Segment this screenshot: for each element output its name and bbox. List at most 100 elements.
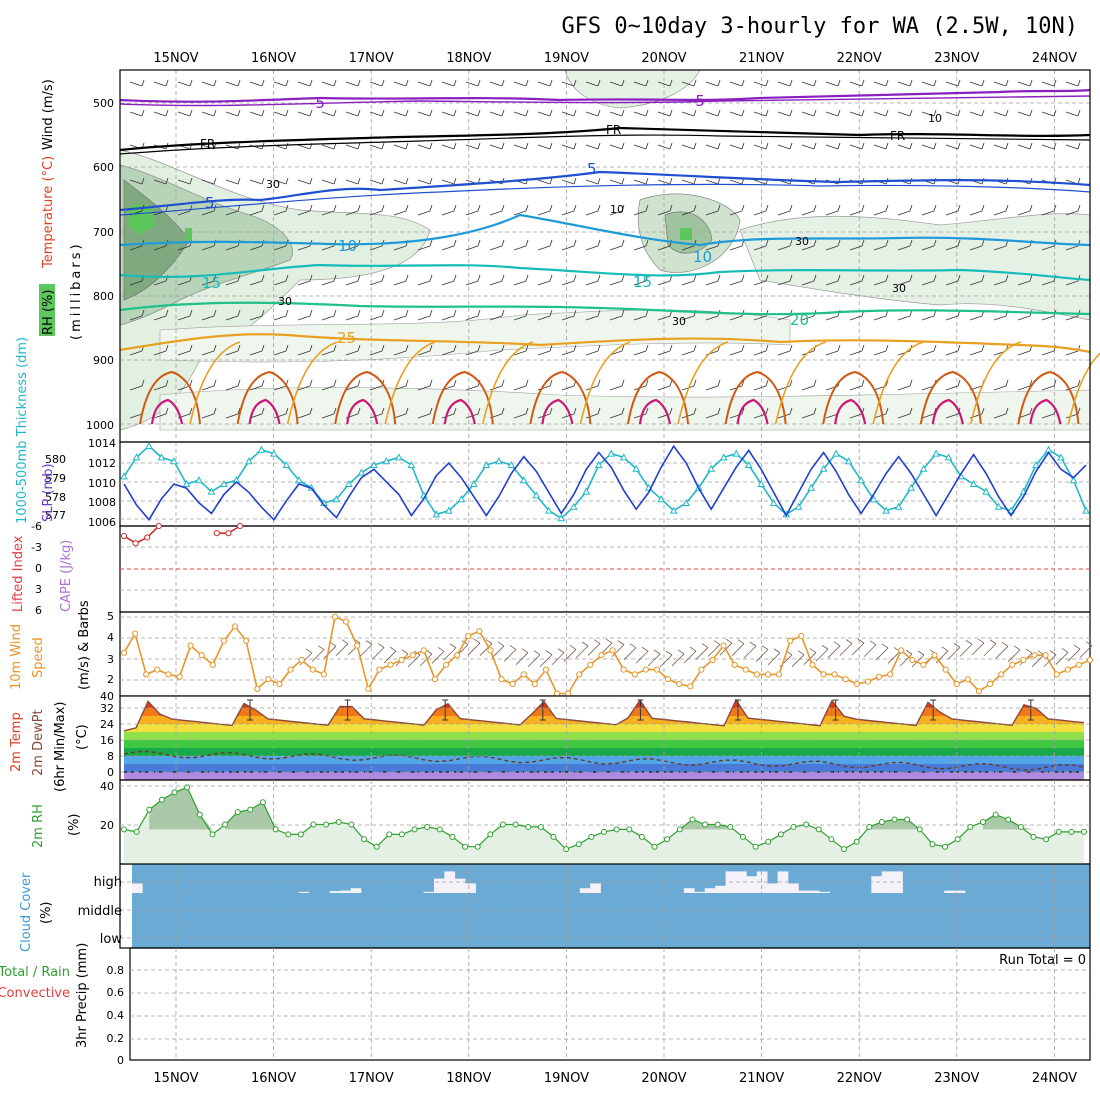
cloud-bar [777,871,789,893]
wind-barb-feather [789,109,793,117]
wind-barb-feather [861,379,865,387]
cloud-level-middle: middle [78,904,122,919]
wind-barb-feather [165,344,169,352]
label-15-b: 15 [633,273,652,291]
rh2m-hump [149,787,213,830]
thickness-point [857,476,865,484]
rh-label-30-d: 30 [672,315,686,328]
wind-barb [273,245,287,251]
slp-tick-1014: 1014 [88,437,116,450]
wind-barb [825,210,839,216]
wind-barb [1017,245,1031,251]
rh2m-point [929,841,936,848]
thickness-point [719,453,728,461]
wind-barb-feather [933,142,937,150]
wind-barb-feather [981,239,985,247]
wind-barb-feather [621,142,625,150]
li-tick-6: 6 [35,604,42,617]
wind-barb [1017,81,1031,87]
wind-barb [417,81,431,87]
wind-barb [273,413,287,419]
wind10m-barb-feather [509,645,517,650]
wind10m-barb-feather [473,638,481,644]
wind-barb [513,111,527,117]
temp-mask [124,696,1090,731]
wind-barb-feather [933,274,937,282]
wind10m-barb-feather [725,638,733,644]
wind-barb [249,350,263,356]
wind10m-barb-feather [593,639,601,644]
wind-barb [705,315,719,321]
wind-barb-feather [573,344,577,352]
rh2m-area [124,787,1084,864]
wind-barb [273,81,287,87]
wind-barb [369,245,383,251]
thickness-point [844,457,853,465]
wind-barb [273,280,287,286]
wind-barb-feather [789,407,793,415]
wind-barb-feather [1053,142,1057,150]
wind-barb-feather [357,379,361,387]
cloud-bar [767,883,778,893]
wind-barb-feather [885,204,889,212]
wind-barbs-10m [299,638,1093,668]
wind10m-barb-feather [521,648,529,654]
wind-barb-feather [1029,79,1033,87]
wind-barb-feather [765,239,769,247]
rh2m-point [942,843,949,850]
precip-tick-06: 0.6 [107,986,125,999]
wind-barb-feather [525,407,529,415]
wind-barb-feather [429,239,433,247]
wind-barb [873,144,887,150]
date-label-top: 17NOV [349,51,394,66]
wind10m-barb [539,654,553,668]
cloud-bar [590,883,601,893]
wind-barb [153,111,167,117]
rh2m-point [158,796,165,803]
isotherm-25-loop [579,341,631,425]
isotherm-25-loop [970,341,1022,425]
upper-ylabels: RH (%) Temperature (°C) Wind (m/s) (mill… [39,79,84,340]
wind-ticks: 2 3 4 5 10m Wind Speed (m/s) & Barbs [9,600,114,690]
wind-barb [297,144,311,150]
wind-barb-feather [693,204,697,212]
wind-barb-feather [933,109,937,117]
wind-barb-feather [525,79,529,87]
wind-barb [417,315,431,321]
wind-barb-feather [189,344,193,352]
wind-barb-feather [405,177,409,185]
wind-barb-feather [237,274,241,282]
cloud-bar [340,890,351,893]
wind10m-barb [383,650,397,664]
wind10m-barb-feather [449,643,457,649]
wind-barb [345,350,359,356]
wind10m-barb [899,653,913,667]
wind10m-point [931,652,938,659]
cloud-bar [944,890,955,893]
date-axis-bottom: 15NOV 16NOV 17NOV 18NOV 19NOV 20NOV 21NOV 22NOV… [153,1071,1077,1086]
thickness-point [357,468,366,476]
wind10m-barb-feather [569,645,577,650]
wind-barb-feather [453,239,457,247]
wind-barb [609,280,623,286]
wind10m-barb [695,647,709,660]
rh2m-point [954,836,961,843]
wind-barb [1041,144,1055,150]
wind-barb [1065,210,1079,216]
thickness-point [257,445,266,453]
wind-barb-feather [453,204,457,212]
thickness-point [907,483,915,491]
wind-barb [945,350,959,356]
wind-barb [801,315,815,321]
wind-barb [657,111,671,117]
wind-barb-feather [669,109,673,117]
wind-barb [729,385,743,391]
wind-barb-feather [765,379,769,387]
wind-barb-feather [693,79,697,87]
wind-barb [657,210,671,216]
wind-barb-feather [645,109,649,117]
wind-barb [321,245,335,251]
rh2m-point [259,799,266,806]
wind10m-barb [911,654,925,668]
wind-barb [225,280,239,286]
